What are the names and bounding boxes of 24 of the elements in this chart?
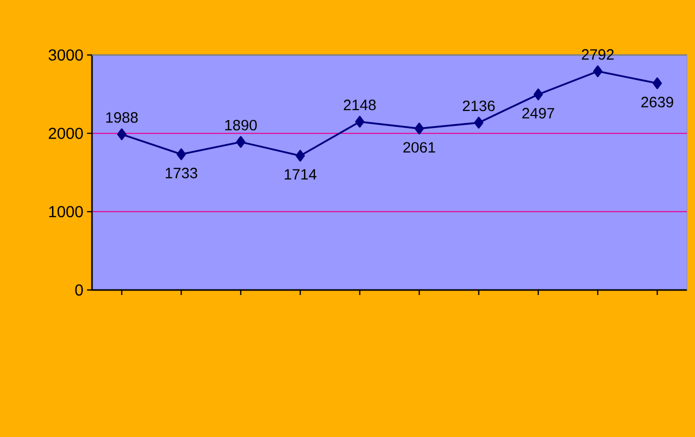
data-label: 2497 [522, 108, 554, 118]
data-label: 2792 [582, 49, 614, 60]
data-label: 1733 [166, 168, 198, 178]
y-tick-label: 3000 [48, 49, 83, 61]
data-label: 1714 [284, 169, 316, 180]
point [474, 116, 484, 129]
point [593, 65, 602, 78]
data-label: 2639 [641, 96, 674, 108]
point [534, 88, 543, 100]
y-tick-label: 0 [75, 284, 83, 296]
point [176, 148, 186, 160]
y-tick-label: 2000 [48, 128, 83, 139]
data-label: 2136 [462, 100, 495, 112]
point [117, 128, 126, 140]
y-tick-label: 1000 [49, 206, 83, 218]
data-label: 2148 [344, 100, 376, 110]
data-label: 2061 [403, 142, 436, 153]
point [652, 77, 662, 90]
data-label: 1890 [225, 120, 257, 130]
point [414, 122, 424, 134]
point [296, 150, 305, 162]
point [236, 136, 246, 148]
data-label: 1988 [106, 112, 138, 123]
point [355, 116, 364, 128]
